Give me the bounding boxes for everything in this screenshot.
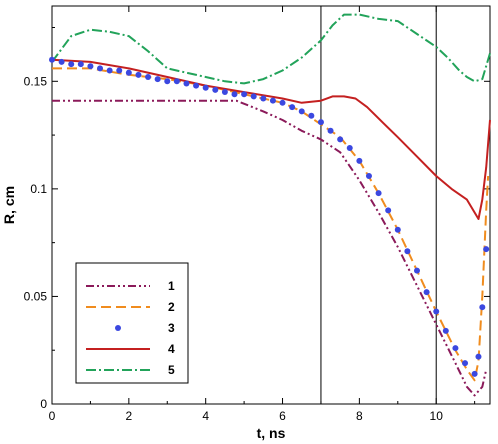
- y-tick-label: 0.15: [24, 74, 48, 88]
- series-3-point: [125, 69, 132, 76]
- x-axis-title: t, ns: [257, 425, 286, 441]
- y-tick-label: 0: [40, 397, 47, 411]
- series-3-point: [49, 56, 55, 63]
- x-tick-label: 2: [125, 409, 132, 423]
- series-3-point: [452, 345, 459, 352]
- x-tick-label: 6: [279, 409, 286, 423]
- legend-swatch-3: [115, 325, 121, 331]
- series-3-point: [106, 67, 113, 74]
- legend-label-5: 5: [168, 363, 175, 377]
- x-tick-label: 8: [356, 409, 363, 423]
- series-3-point: [385, 207, 392, 214]
- series-3-point: [231, 91, 238, 98]
- legend-box: [75, 262, 189, 384]
- legend-label-4: 4: [168, 342, 175, 356]
- series-3-point: [298, 108, 305, 115]
- series-3-point: [365, 172, 372, 179]
- series-3-point: [202, 84, 209, 91]
- series-3-point: [433, 308, 440, 315]
- series-3-point: [77, 61, 84, 68]
- series-3-point: [250, 93, 257, 100]
- legend: 1 2 3 4 5: [75, 262, 189, 384]
- series-3-point: [483, 246, 490, 253]
- series-3-point: [260, 95, 267, 102]
- series-3-point: [58, 58, 65, 65]
- series-3-point: [375, 190, 382, 197]
- series-3-point: [68, 61, 75, 68]
- series-3-point: [475, 353, 482, 360]
- series-3-point: [164, 78, 171, 85]
- series-3-point: [145, 73, 152, 80]
- series-3-point: [241, 91, 248, 98]
- series-3-point: [173, 78, 180, 85]
- y-axis-title: R, cm: [1, 186, 17, 224]
- series-3-point: [279, 99, 286, 106]
- series-3-point: [97, 65, 104, 72]
- x-tick-label: 10: [430, 409, 444, 423]
- series-3-point: [423, 289, 430, 296]
- series-3-point: [471, 370, 478, 377]
- series-3-point: [221, 89, 228, 96]
- series-3-point: [135, 71, 142, 78]
- y-tick-label: 0.1: [30, 182, 47, 196]
- series-3-point: [346, 144, 353, 151]
- series-3-point: [337, 136, 344, 143]
- legend-label-1: 1: [168, 279, 175, 293]
- series-1-line: [52, 99, 488, 397]
- series-3-point: [394, 226, 401, 233]
- x-tick-label: 4: [202, 409, 209, 423]
- series-3-point: [116, 67, 123, 74]
- series-3-point: [414, 267, 420, 274]
- series-3-point: [183, 80, 190, 87]
- legend-label-2: 2: [168, 300, 175, 314]
- series-3-point: [193, 82, 200, 89]
- plot-frame: [51, 5, 491, 405]
- series-3-point: [269, 97, 276, 104]
- series-3-point: [479, 304, 486, 311]
- series-3-point: [289, 104, 296, 111]
- series-3-point: [442, 327, 449, 334]
- series-5-line: [51, 13, 491, 85]
- reference-lines: [320, 6, 437, 404]
- x-tick-label: 0: [49, 409, 56, 423]
- series-3-point: [308, 112, 315, 119]
- series-3-point: [356, 157, 363, 164]
- series-3-point: [317, 119, 324, 126]
- series-3-point: [404, 248, 411, 255]
- series-3-point: [462, 360, 469, 367]
- series-3-point: [327, 127, 334, 134]
- legend-label-3: 3: [168, 321, 175, 335]
- series-3-point: [212, 86, 219, 93]
- series-3-point: [154, 76, 161, 83]
- axis-ticks: 0 2 4 6 8 10 0 0.05 0.1 0.15: [24, 6, 490, 423]
- series-4-line: [51, 58, 491, 220]
- series-3-point: [87, 63, 94, 70]
- y-tick-label: 0.05: [24, 289, 48, 303]
- series-layer: [49, 13, 491, 397]
